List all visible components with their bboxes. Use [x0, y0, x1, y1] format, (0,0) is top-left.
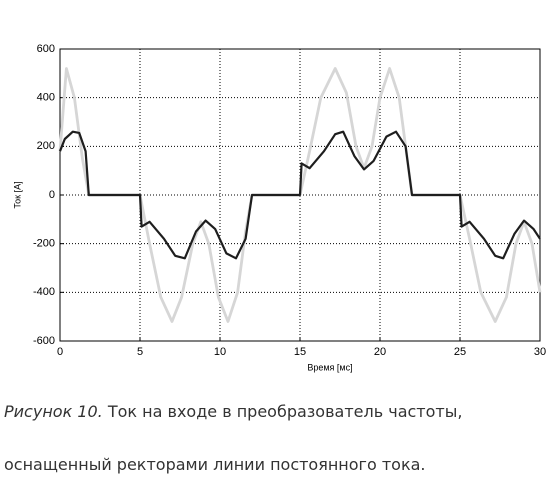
y-tick-label: 400	[37, 92, 55, 104]
x-tick-label: 5	[137, 346, 143, 358]
x-tick-label: 20	[374, 346, 386, 358]
y-axis-label: Ток [A]	[12, 181, 22, 208]
plot-frame	[59, 48, 541, 342]
y-tick-label: -400	[33, 286, 55, 298]
chart: Время [мс] Ток [A] -600-400-200020040060…	[12, 43, 546, 372]
y-tick-label: 200	[37, 140, 55, 152]
x-tick-label: 15	[294, 346, 306, 358]
y-tick-label: -600	[33, 335, 55, 347]
x-tick-label: 25	[454, 346, 466, 358]
caption-label: Рисунок 10.	[4, 402, 103, 421]
caption-line: оснащенный ректорами линии постоянного т…	[4, 455, 426, 474]
x-tick-label: 0	[57, 346, 63, 358]
caption-line: Рисунок 10. Ток на входе в преобразовате…	[4, 402, 462, 421]
caption-text: Ток на входе в преобразователь частоты,	[107, 402, 463, 421]
series-line	[58, 67, 542, 323]
y-tick-label: 600	[37, 43, 55, 55]
x-tick-label: 10	[214, 346, 226, 358]
x-axis-label: Время [мс]	[307, 362, 352, 372]
y-tick-label: 0	[49, 189, 55, 201]
x-tick-label: 30	[534, 346, 546, 358]
y-tick-label: -200	[33, 238, 55, 250]
series-line	[58, 130, 541, 260]
